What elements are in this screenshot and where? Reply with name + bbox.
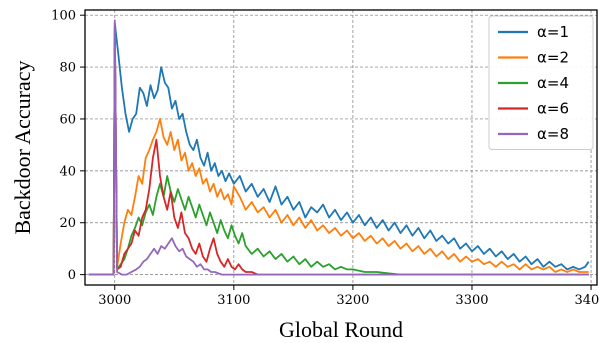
legend-label: α=4 [537,74,569,92]
y-tick-label: 0 [68,268,76,283]
y-axis-title: Backdoor Accuracy [10,60,35,234]
y-tick-label: 100 [51,9,76,24]
x-tick-label: 3300 [455,293,488,308]
series-line-4 [88,24,589,276]
series-line-1 [88,22,590,276]
y-tick-label: 60 [59,112,76,127]
series-line-2 [88,27,589,276]
y-tick-label: 80 [59,61,76,76]
x-tick-label: 3200 [336,293,369,308]
legend-label: α=2 [537,49,569,67]
series-lines [88,19,590,276]
y-tick-label: 20 [59,216,76,231]
series-line-3 [88,27,589,276]
y-tick-label: 40 [59,164,76,179]
series-line-5 [88,19,589,276]
y-axis-ticks: 0 20 40 60 80 100 [51,9,85,283]
plot-frame [84,9,598,286]
x-tick-label: 3100 [217,293,250,308]
legend-label: α=6 [537,100,569,118]
x-axis-title: Global Round [279,317,403,342]
legend: α=1 α=2 α=4 α=6 α=8 [488,15,594,150]
x-tick-label: 3000 [98,293,131,308]
legend-box [488,15,594,150]
legend-label: α=1 [537,23,569,41]
legend-label: α=8 [537,125,569,143]
